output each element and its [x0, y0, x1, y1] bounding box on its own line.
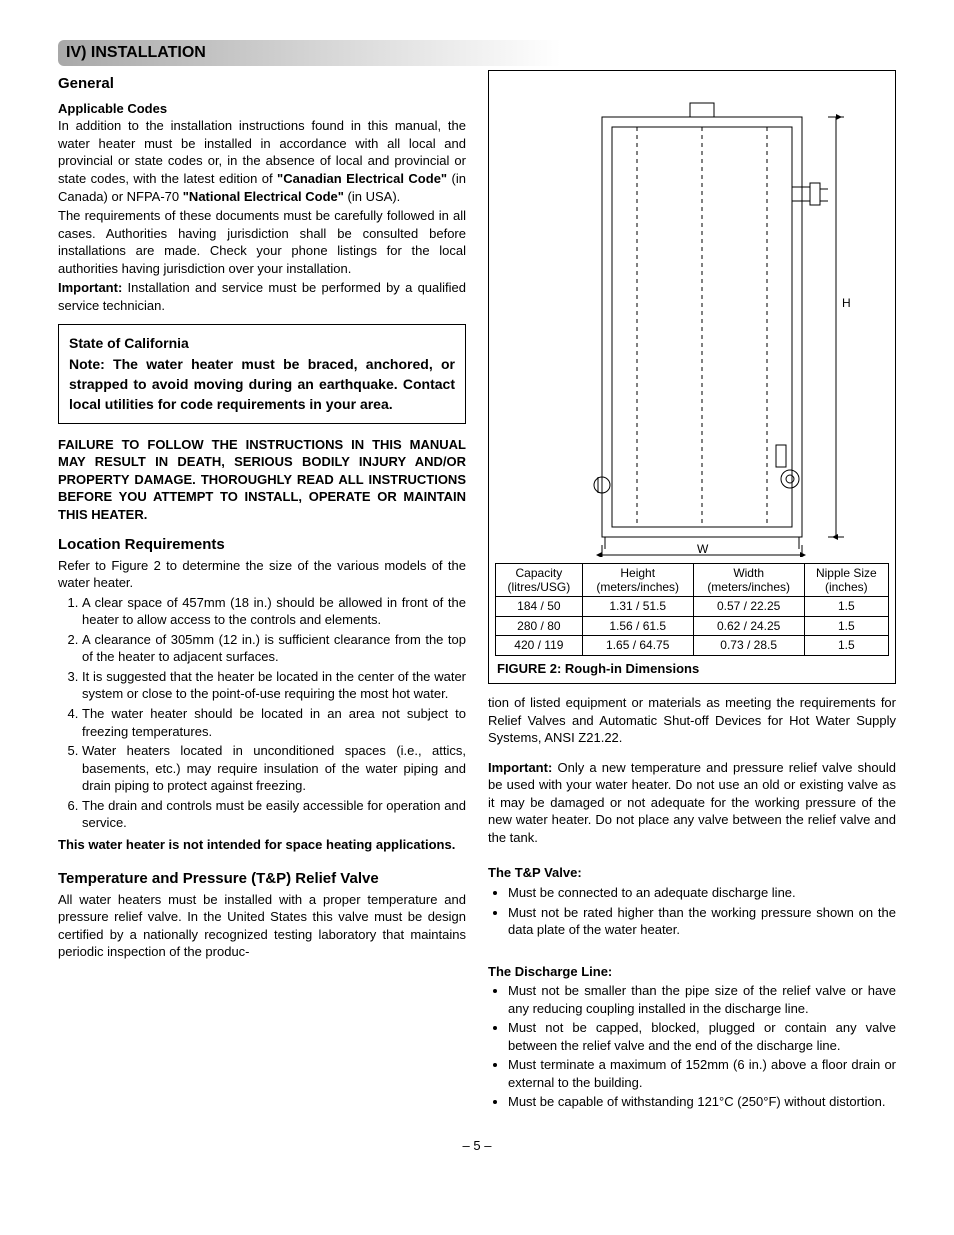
box-body: Note: The water heater must be braced, a…	[69, 356, 455, 413]
cell: 0.62 / 24.25	[693, 616, 804, 635]
codes-paragraph-2: The requirements of these documents must…	[58, 207, 466, 277]
figure-caption: FIGURE 2: Rough-in Dimensions	[497, 660, 889, 678]
heading-tpvalve-list: The T&P Valve:	[488, 864, 896, 882]
cell: 1.56 / 61.5	[582, 616, 693, 635]
list-item: A clear space of 457mm (18 in.) should b…	[82, 594, 466, 629]
table-row: Capacity(litres/USG) Height(meters/inche…	[496, 563, 889, 597]
list-item: Must not be smaller than the pipe size o…	[508, 982, 896, 1017]
section-header: IV) INSTALLATION	[58, 40, 896, 66]
cell: 184 / 50	[496, 597, 583, 616]
w-label: W	[697, 542, 709, 556]
figure-2-box: W H Capacity(litres/USG) Height(meters/i…	[488, 70, 896, 685]
table-row: 280 / 80 1.56 / 61.5 0.62 / 24.25 1.5	[496, 616, 889, 635]
list-item: Must terminate a maximum of 152mm (6 in.…	[508, 1056, 896, 1091]
th-nipple: Nipple Size(inches)	[804, 563, 888, 597]
important-label: Important:	[58, 280, 122, 295]
cell: 0.57 / 22.25	[693, 597, 804, 616]
heater-diagram: W H	[522, 77, 862, 557]
right-column: W H Capacity(litres/USG) Height(meters/i…	[488, 70, 896, 1119]
cell: 0.73 / 28.5	[693, 636, 804, 655]
h-label: H	[842, 296, 851, 310]
heading-discharge-list: The Discharge Line:	[488, 963, 896, 981]
page-number: – 5 –	[58, 1137, 896, 1155]
heading-tp-valve: Temperature and Pressure (T&P) Relief Va…	[58, 869, 466, 889]
th-height: Height(meters/inches)	[582, 563, 693, 597]
list-item: Must be connected to an adequate dischar…	[508, 884, 896, 902]
heading-location: Location Requirements	[58, 535, 466, 555]
location-list: A clear space of 457mm (18 in.) should b…	[58, 594, 466, 832]
table-row: 184 / 50 1.31 / 51.5 0.57 / 22.25 1.5	[496, 597, 889, 616]
list-item: Must not be capped, blocked, plugged or …	[508, 1019, 896, 1054]
dimensions-table: Capacity(litres/USG) Height(meters/inche…	[495, 563, 889, 656]
location-intro: Refer to Figure 2 to determine the size …	[58, 557, 466, 592]
text: (in USA).	[344, 189, 400, 204]
cell: 1.65 / 64.75	[582, 636, 693, 655]
list-item: It is suggested that the heater be locat…	[82, 668, 466, 703]
tp-continuation: tion of listed equipment or materials as…	[488, 694, 896, 747]
list-item: A clearance of 305mm (12 in.) is suffici…	[82, 631, 466, 666]
th-width: Width(meters/inches)	[693, 563, 804, 597]
important2-label: Important:	[488, 760, 552, 775]
list-item: Must not be rated higher than the workin…	[508, 904, 896, 939]
list-item: Water heaters located in unconditioned s…	[82, 742, 466, 795]
th-capacity: Capacity(litres/USG)	[496, 563, 583, 597]
tpvalve-list: Must be connected to an adequate dischar…	[488, 884, 896, 939]
cell: 1.31 / 51.5	[582, 597, 693, 616]
list-item: Must be capable of withstanding 121°C (2…	[508, 1093, 896, 1111]
cell: 1.5	[804, 616, 888, 635]
important2-paragraph: Important: Only a new temperature and pr…	[488, 759, 896, 847]
cell: 1.5	[804, 636, 888, 655]
text-bold: "National Electrical Code"	[183, 189, 344, 204]
heading-applicable-codes: Applicable Codes	[58, 100, 466, 118]
left-column: General Applicable Codes In addition to …	[58, 70, 466, 1119]
codes-paragraph-1: In addition to the installation instruct…	[58, 117, 466, 205]
cell: 420 / 119	[496, 636, 583, 655]
heading-general: General	[58, 74, 466, 94]
box-title: State of California	[69, 335, 189, 351]
text-bold: "Canadian Electrical Code"	[277, 171, 447, 186]
table-row: 420 / 119 1.65 / 64.75 0.73 / 28.5 1.5	[496, 636, 889, 655]
location-note: This water heater is not intended for sp…	[58, 836, 466, 854]
cell: 280 / 80	[496, 616, 583, 635]
california-box: State of California Note: The water heat…	[58, 324, 466, 423]
warning-paragraph: FAILURE TO FOLLOW THE INSTRUCTIONS IN TH…	[58, 436, 466, 524]
discharge-list: Must not be smaller than the pipe size o…	[488, 982, 896, 1111]
tp-paragraph-1: All water heaters must be installed with…	[58, 891, 466, 961]
list-item: The water heater should be located in an…	[82, 705, 466, 740]
cell: 1.5	[804, 597, 888, 616]
important-paragraph: Important: Installation and service must…	[58, 279, 466, 314]
list-item: The drain and controls must be easily ac…	[82, 797, 466, 832]
